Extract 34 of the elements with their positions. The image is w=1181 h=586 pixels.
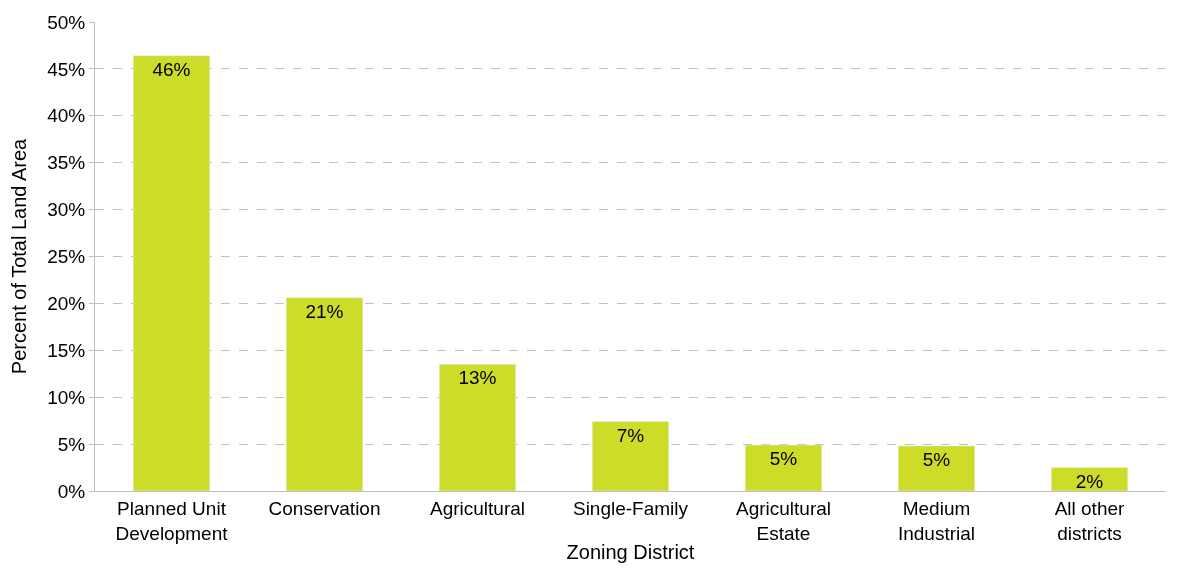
y-tick-label: 25% — [47, 246, 86, 268]
bar — [1051, 467, 1128, 491]
y-tick-label: 40% — [47, 105, 86, 127]
data-label: 5% — [922, 448, 951, 470]
y-tick-label: 10% — [47, 386, 86, 408]
x-tick-label: Medium Industrial — [897, 497, 976, 544]
x-tick-label: Agricultural Estate — [735, 497, 832, 544]
bar — [898, 445, 975, 491]
data-label: 7% — [616, 424, 645, 446]
bar — [133, 55, 210, 491]
y-tick-label: 30% — [47, 199, 86, 221]
y-tick-label: 15% — [47, 339, 86, 361]
data-label: 21% — [305, 300, 344, 322]
bar — [592, 421, 669, 491]
y-tick-label: 50% — [47, 11, 86, 33]
y-tick-label: 5% — [57, 433, 86, 455]
data-label: 2% — [1075, 470, 1104, 492]
data-label: 46% — [152, 58, 191, 80]
bar — [745, 444, 822, 491]
x-tick-label: All other districts — [1054, 497, 1126, 544]
y-tick-label: 35% — [47, 152, 86, 174]
x-tick-label: Agricultural — [429, 497, 526, 519]
x-axis-title: Zoning District — [566, 541, 695, 563]
y-axis-title: Percent of Total Land Area — [7, 137, 30, 375]
bar — [439, 364, 516, 491]
y-tick-label: 20% — [47, 293, 86, 315]
x-tick-label: Conservation — [268, 497, 381, 519]
x-tick-label: Single-Family — [572, 497, 689, 519]
bar — [286, 297, 363, 491]
data-label: 13% — [458, 367, 497, 389]
data-label: 5% — [769, 448, 798, 470]
y-tick-label: 0% — [57, 480, 86, 502]
x-tick-label: Planned Unit Development — [115, 497, 229, 544]
y-tick-label: 45% — [47, 58, 86, 80]
